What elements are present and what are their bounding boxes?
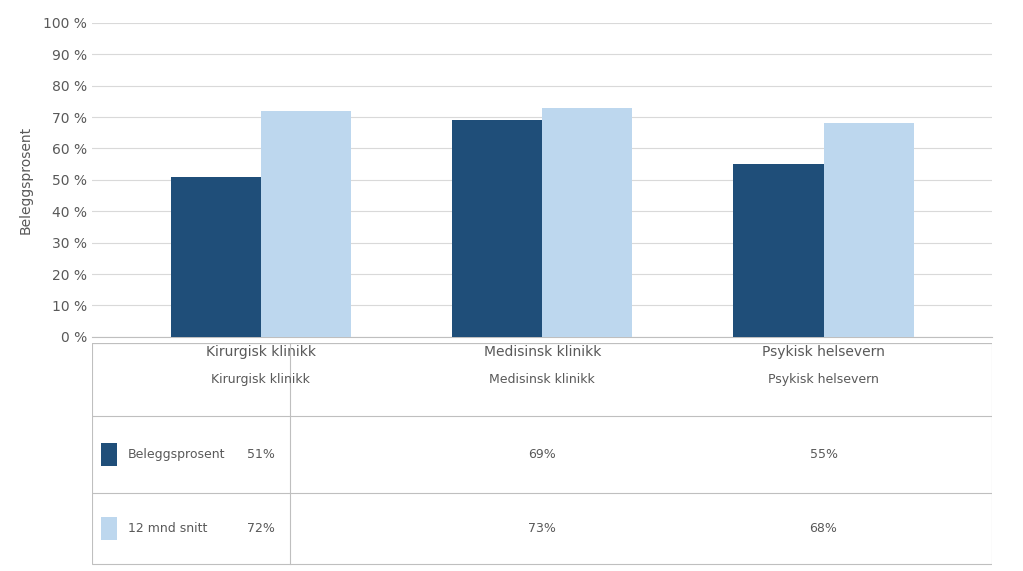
Text: Psykisk helsevern: Psykisk helsevern: [768, 373, 879, 385]
Bar: [171, 177, 261, 337]
Bar: [452, 120, 542, 337]
Text: Kirurgisk klinikk: Kirurgisk klinikk: [212, 373, 310, 385]
Text: 55%: 55%: [809, 448, 838, 461]
Y-axis label: Beleggsprosent: Beleggsprosent: [18, 126, 32, 234]
Bar: [542, 107, 632, 337]
Bar: [101, 443, 118, 466]
Text: 73%: 73%: [528, 522, 557, 535]
Bar: [261, 111, 351, 337]
Text: 69%: 69%: [528, 448, 557, 461]
Bar: [824, 123, 914, 337]
Text: 68%: 68%: [809, 522, 838, 535]
Text: 72%: 72%: [247, 522, 275, 535]
Text: 51%: 51%: [247, 448, 275, 461]
Bar: [733, 164, 824, 337]
Text: Medisinsk klinikk: Medisinsk klinikk: [489, 373, 595, 385]
Text: 12 mnd snitt: 12 mnd snitt: [128, 522, 208, 535]
Text: Beleggsprosent: Beleggsprosent: [128, 448, 226, 461]
Bar: [101, 517, 118, 540]
